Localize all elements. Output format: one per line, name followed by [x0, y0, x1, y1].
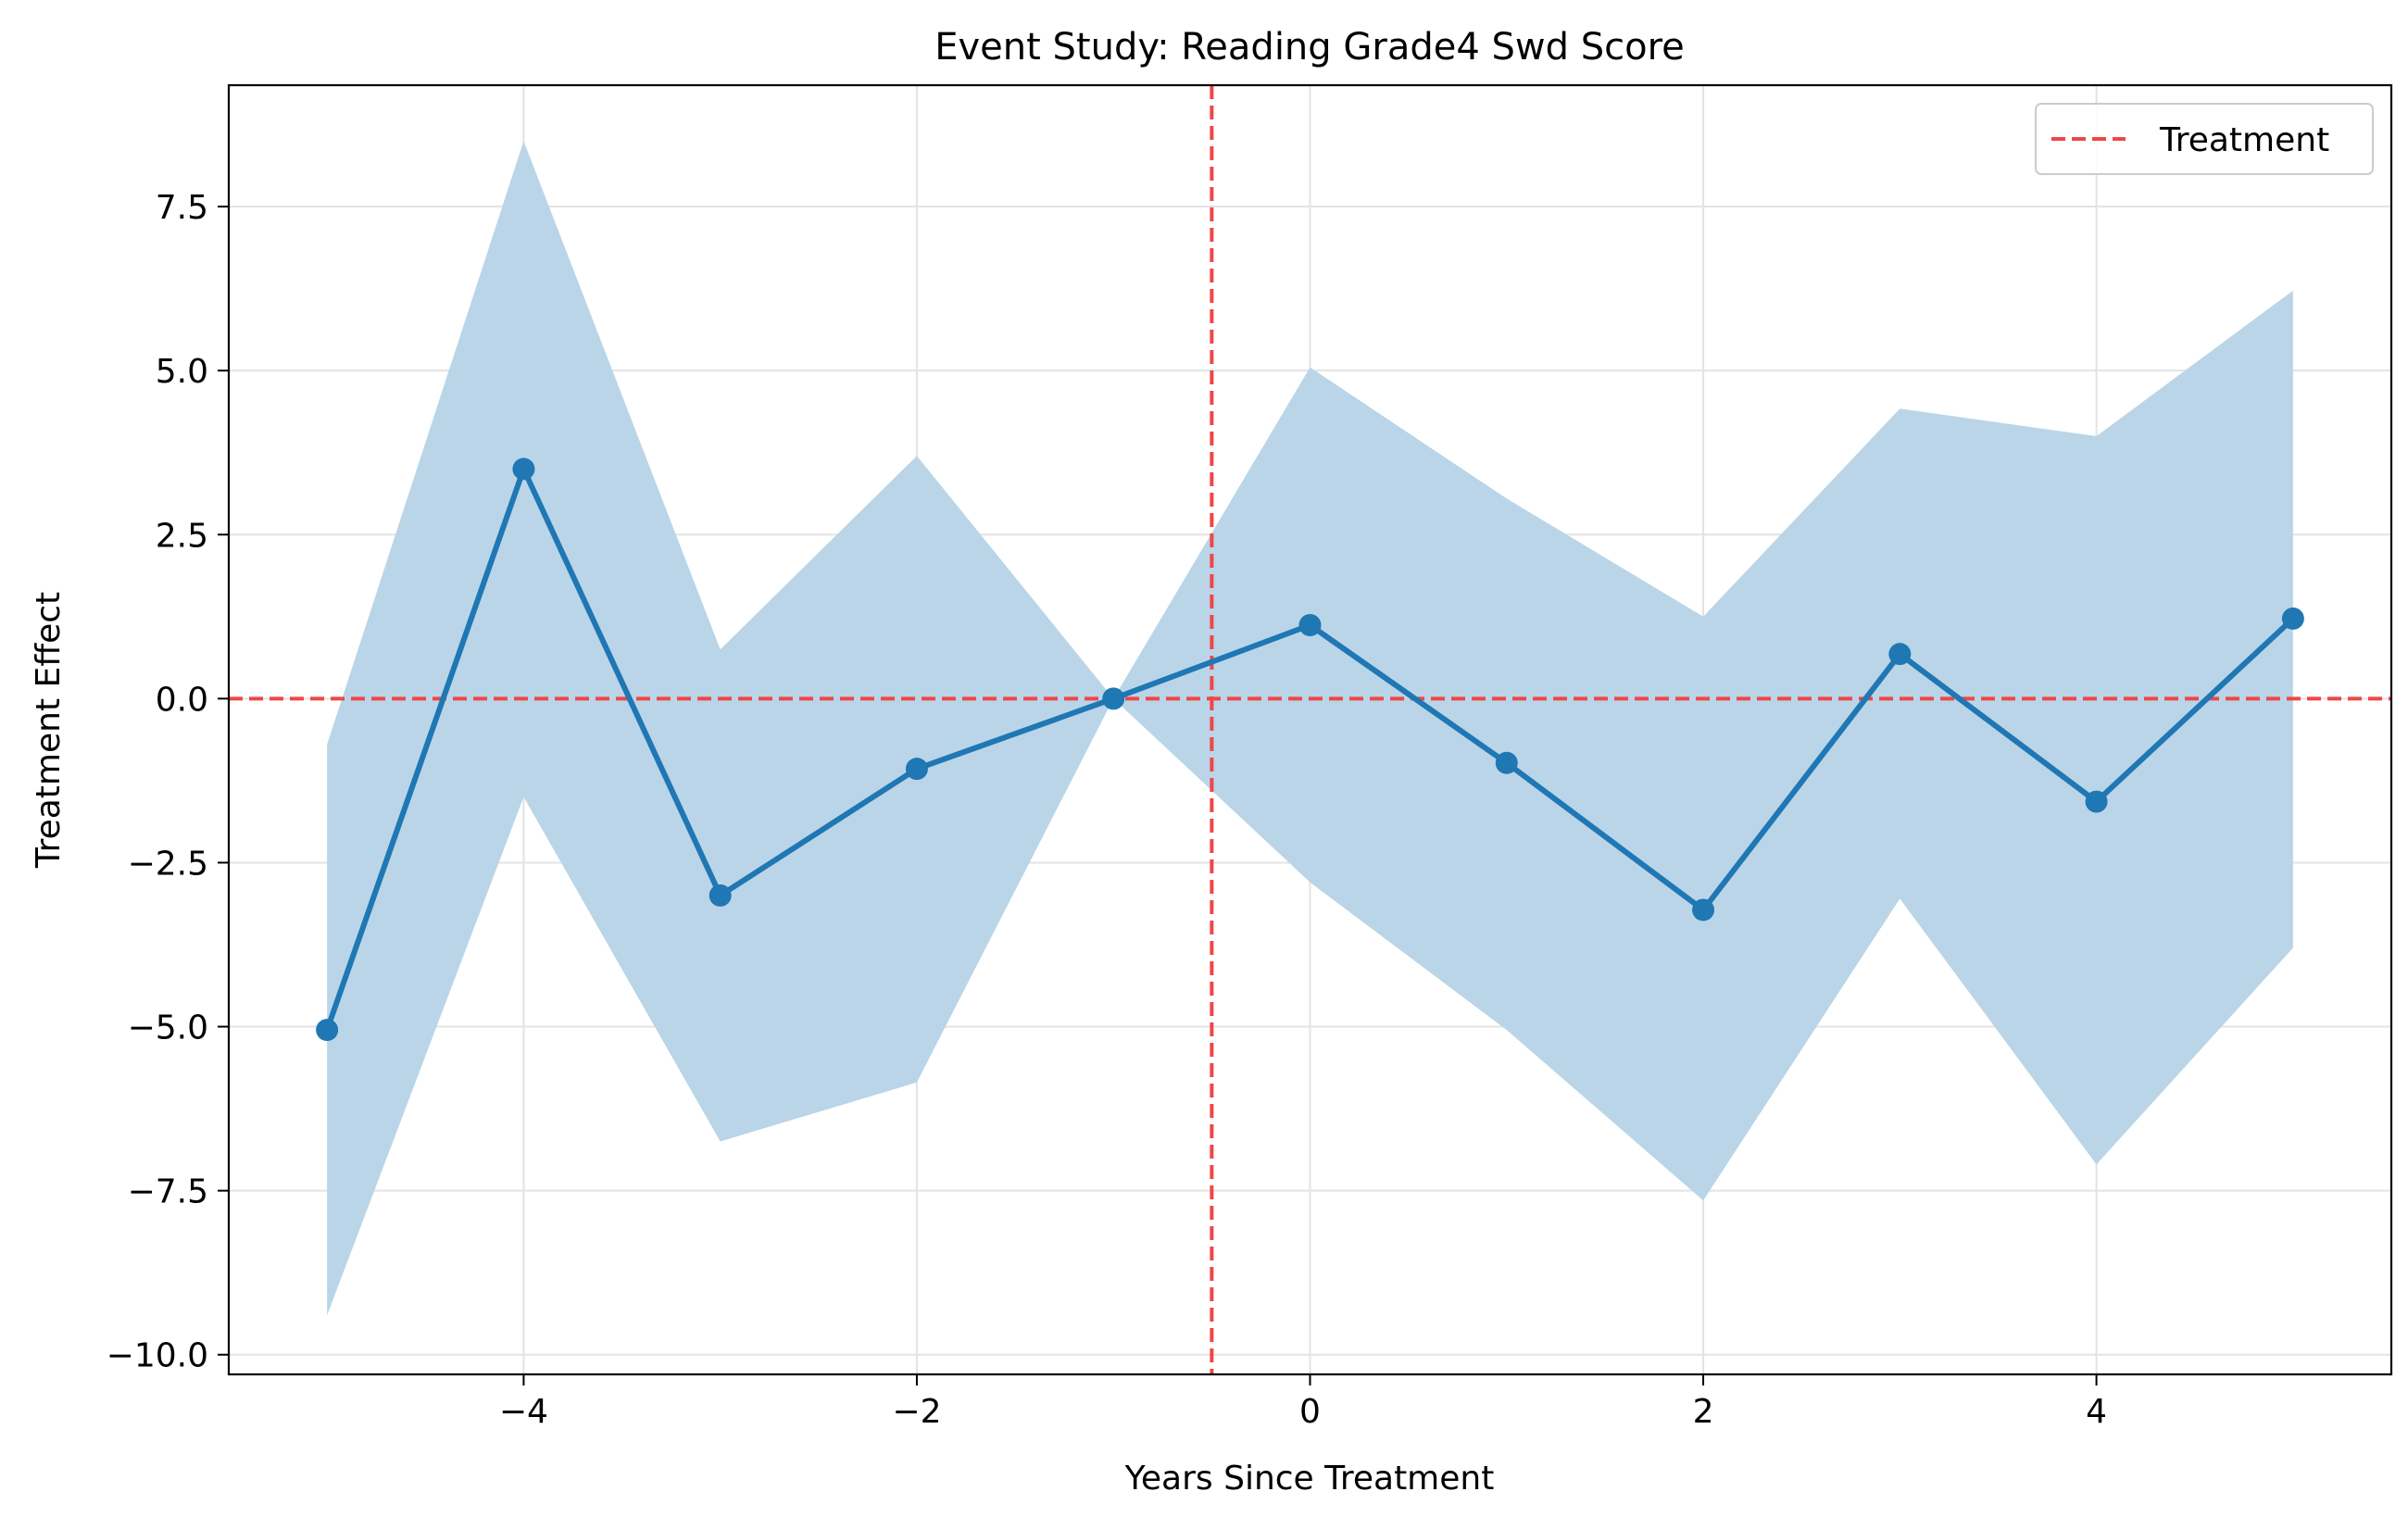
x-tick-label: 4 [2086, 1393, 2107, 1431]
x-tick-label: −4 [499, 1393, 548, 1431]
legend-box [2035, 103, 2374, 175]
data-point [1102, 687, 1125, 710]
y-tick-label: −5.0 [128, 1009, 208, 1047]
chart-title: Event Study: Reading Grade4 Swd Score [934, 26, 1685, 69]
data-point [709, 884, 732, 907]
series-layer [316, 458, 2304, 1042]
data-point [905, 758, 928, 781]
x-axis-label: Years Since Treatment [1124, 1460, 1495, 1498]
confidence-band-layer [327, 141, 2293, 1316]
reference-line-layer [229, 85, 2391, 1374]
data-point [2085, 790, 2108, 813]
y-tick-label: −7.5 [128, 1173, 208, 1211]
y-tick-label: 5.0 [156, 353, 208, 391]
data-point [512, 458, 535, 481]
x-tick-label: 2 [1693, 1393, 1714, 1431]
x-tick-label: −2 [892, 1393, 941, 1431]
y-tick-label: 2.5 [156, 517, 208, 555]
data-point [316, 1019, 339, 1042]
legend-treatment-label: Treatment [2159, 121, 2329, 159]
y-axis-label: Treatment Effect [30, 592, 68, 869]
legend: Treatment [2035, 103, 2374, 175]
y-tick-label: −2.5 [128, 845, 208, 883]
data-point [1692, 898, 1715, 921]
tick-layer: −4 −2 0 2 4 −10.0 −7.5 −5.0 −2.5 0.0 2.5 5.0 7.5 [107, 189, 2107, 1431]
data-point [1495, 751, 1518, 774]
data-point [2281, 607, 2304, 630]
y-tick-label: 0.0 [156, 681, 208, 719]
y-tick-label: 7.5 [156, 189, 208, 227]
data-point [1298, 614, 1322, 637]
y-tick-label: −10.0 [107, 1337, 208, 1375]
confidence-band [327, 141, 2293, 1316]
x-tick-label: 0 [1299, 1393, 1321, 1431]
data-point [1888, 643, 1912, 666]
